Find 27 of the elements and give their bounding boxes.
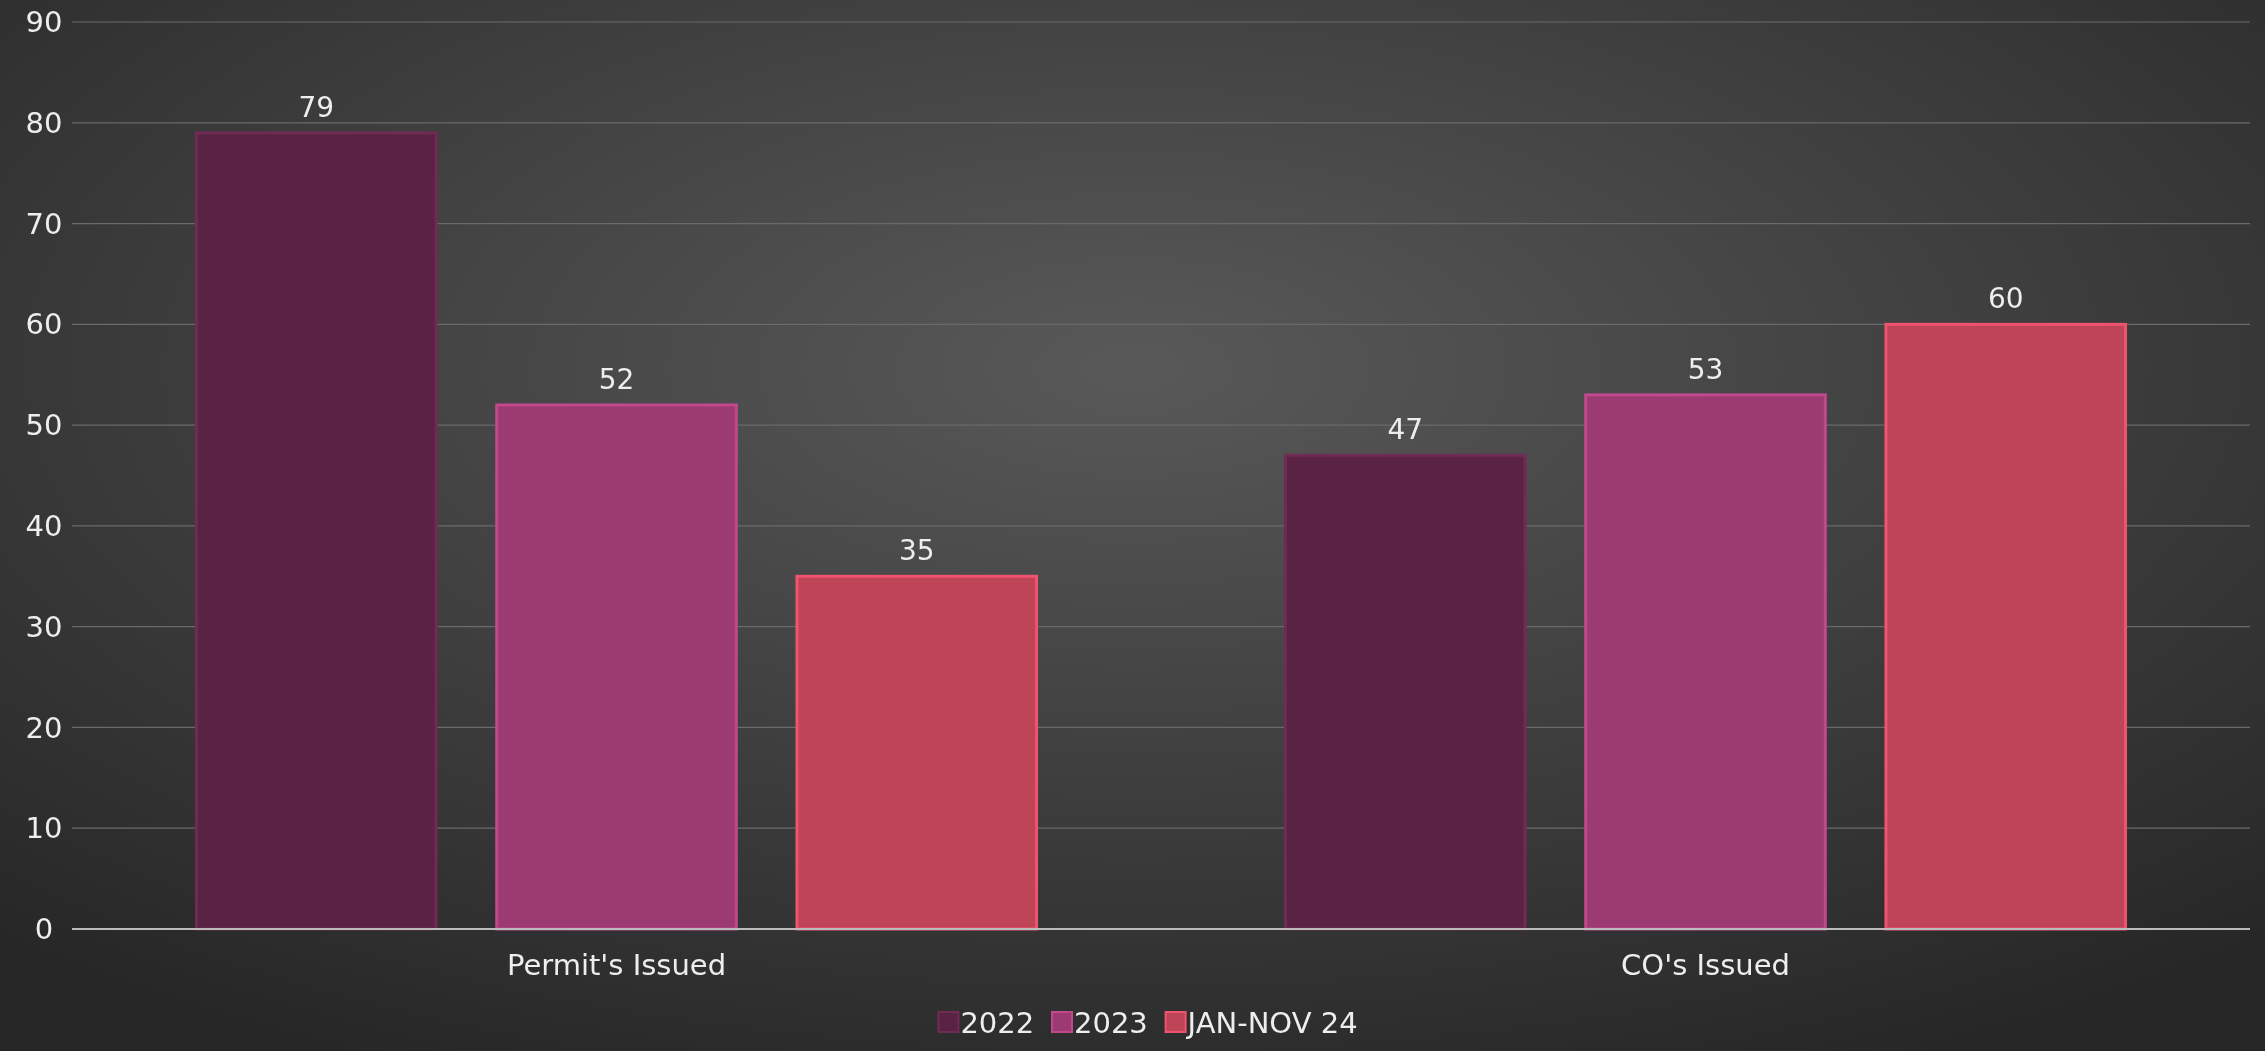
data-label: 79 (298, 90, 335, 124)
bar (795, 574, 1039, 931)
data-label: 53 (1687, 352, 1724, 386)
y-tick-label: 50 (25, 408, 63, 443)
legend-label: JAN-NOV 24 (1185, 1006, 1358, 1040)
bar (194, 131, 438, 931)
data-label: 52 (598, 362, 635, 396)
y-tick-label: 0 (34, 912, 54, 947)
y-tick-label: 90 (25, 5, 63, 40)
y-tick-label: 40 (25, 509, 63, 544)
y-tick-label: 70 (25, 206, 63, 241)
bar (1884, 322, 2128, 931)
y-tick-label: 60 (25, 307, 63, 342)
data-label: 60 (1987, 282, 2024, 316)
bar (1584, 393, 1827, 931)
bar (1283, 453, 1527, 931)
y-tick-label: 80 (25, 105, 63, 140)
y-tick-label: 20 (25, 710, 63, 745)
x-tick-label: CO's Issued (1621, 948, 1790, 982)
legend-label: 2023 (1074, 1006, 1148, 1040)
bar (495, 403, 738, 931)
data-label: 47 (1387, 413, 1424, 447)
legend-label: 2022 (960, 1006, 1035, 1040)
y-tick-label: 30 (25, 609, 63, 644)
data-label: 35 (898, 534, 935, 568)
y-tick-label: 10 (25, 811, 63, 846)
x-tick-label: Permit's Issued (506, 948, 727, 982)
